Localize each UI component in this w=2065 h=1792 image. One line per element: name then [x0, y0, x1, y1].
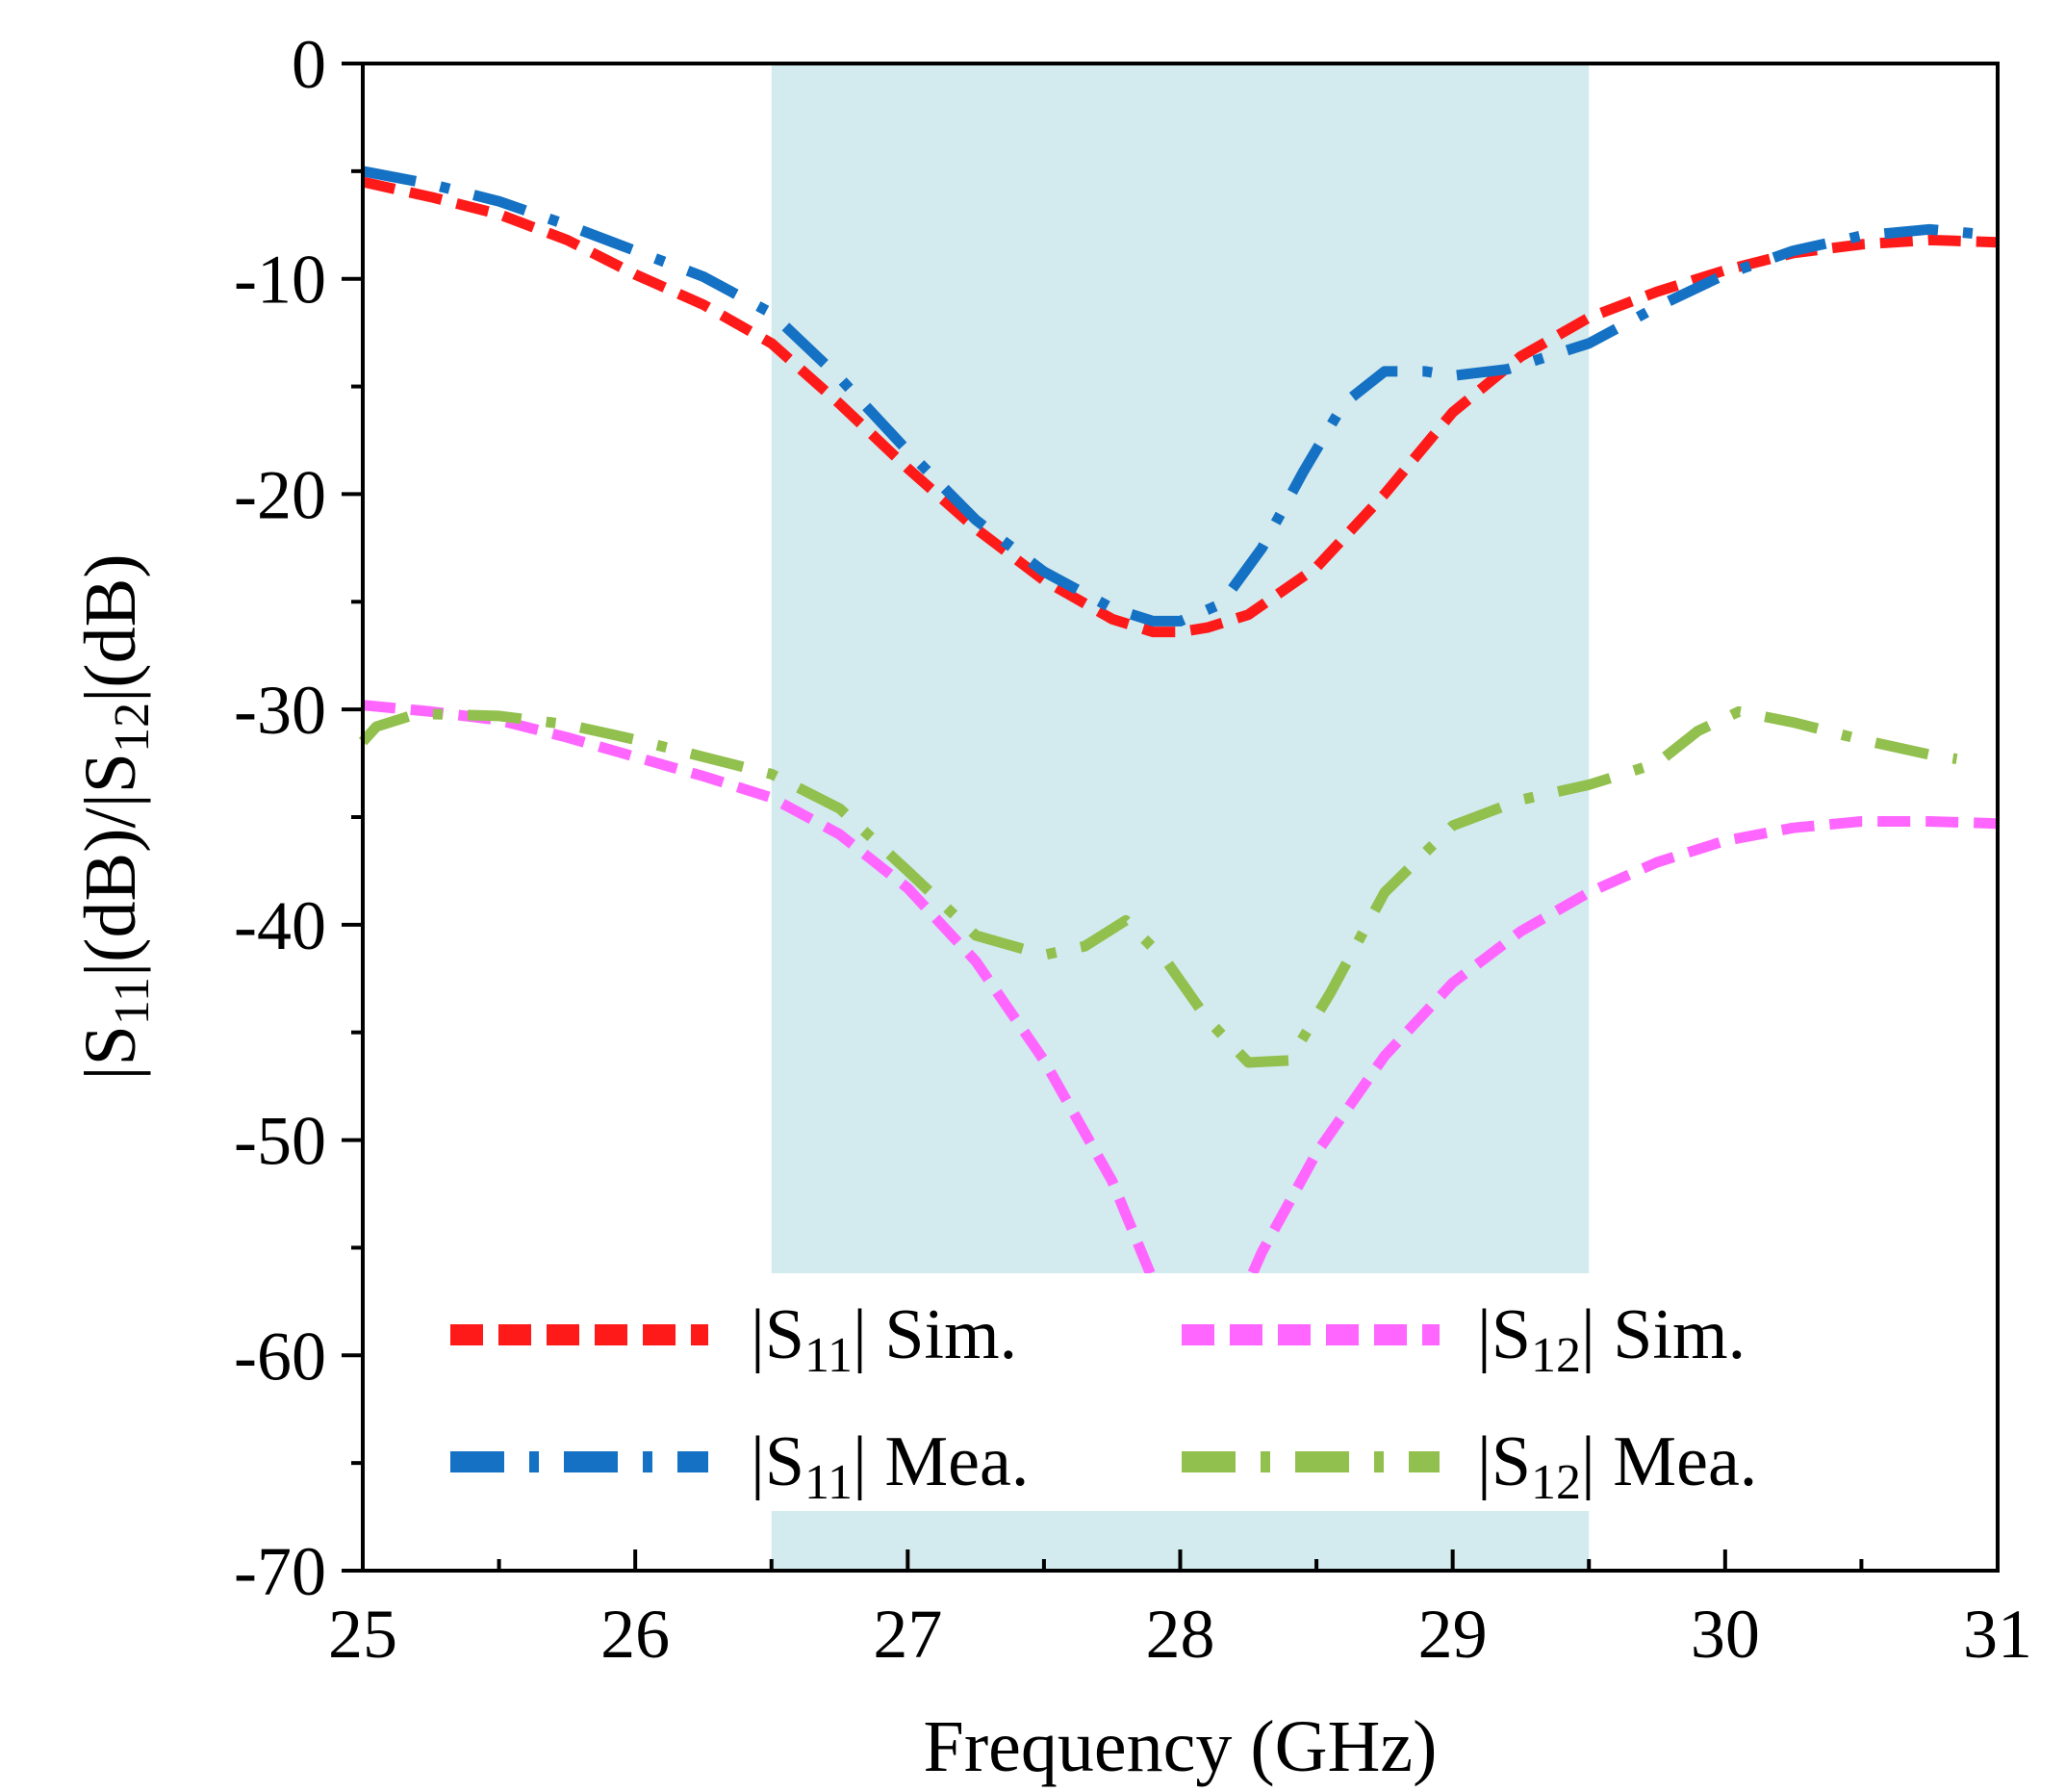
legend: |S11| Sim. |S11| Mea. |S12| Sim. |S12| Mea.	[433, 1273, 1809, 1511]
x-tick-label: 31	[1963, 1596, 2032, 1673]
series-line-0	[361, 176, 1999, 638]
series-line-3	[358, 705, 1958, 1068]
y-tick-label: -20	[234, 456, 326, 533]
x-axis-title: Frequency (GHz)	[924, 1706, 1438, 1787]
legend-label-0: |S11| Sim.	[751, 1295, 1017, 1383]
legend-background	[433, 1273, 1809, 1511]
y-tick-label: -70	[234, 1533, 326, 1610]
legend-label-2: |S12| Sim.	[1477, 1295, 1746, 1383]
legend-label-3: |S12| Mea.	[1477, 1422, 1757, 1510]
y-tick-label: -40	[234, 887, 326, 964]
y-tick-label: -10	[234, 242, 326, 319]
series-line-1	[361, 166, 1999, 627]
y-tick-label: -60	[234, 1318, 326, 1395]
x-tick-label: 27	[873, 1596, 942, 1673]
x-tick-label: 30	[1691, 1596, 1760, 1673]
axis-ticks: 25 26 27 28 29 30 31 0 -10 -20 -30 -40 -50 -60 -70	[234, 26, 2032, 1673]
x-tick-label: 25	[328, 1596, 397, 1673]
y-tick-label: 0	[292, 26, 326, 103]
legend-label-1: |S11| Mea.	[751, 1422, 1029, 1510]
y-axis-title: |S11|(dB)/|S12|(dB)	[70, 553, 160, 1080]
x-tick-label: 26	[600, 1596, 670, 1673]
x-tick-label: 28	[1146, 1596, 1215, 1673]
x-tick-label: 29	[1418, 1596, 1488, 1673]
y-tick-label: -50	[234, 1103, 326, 1180]
y-tick-label: -30	[234, 672, 326, 749]
